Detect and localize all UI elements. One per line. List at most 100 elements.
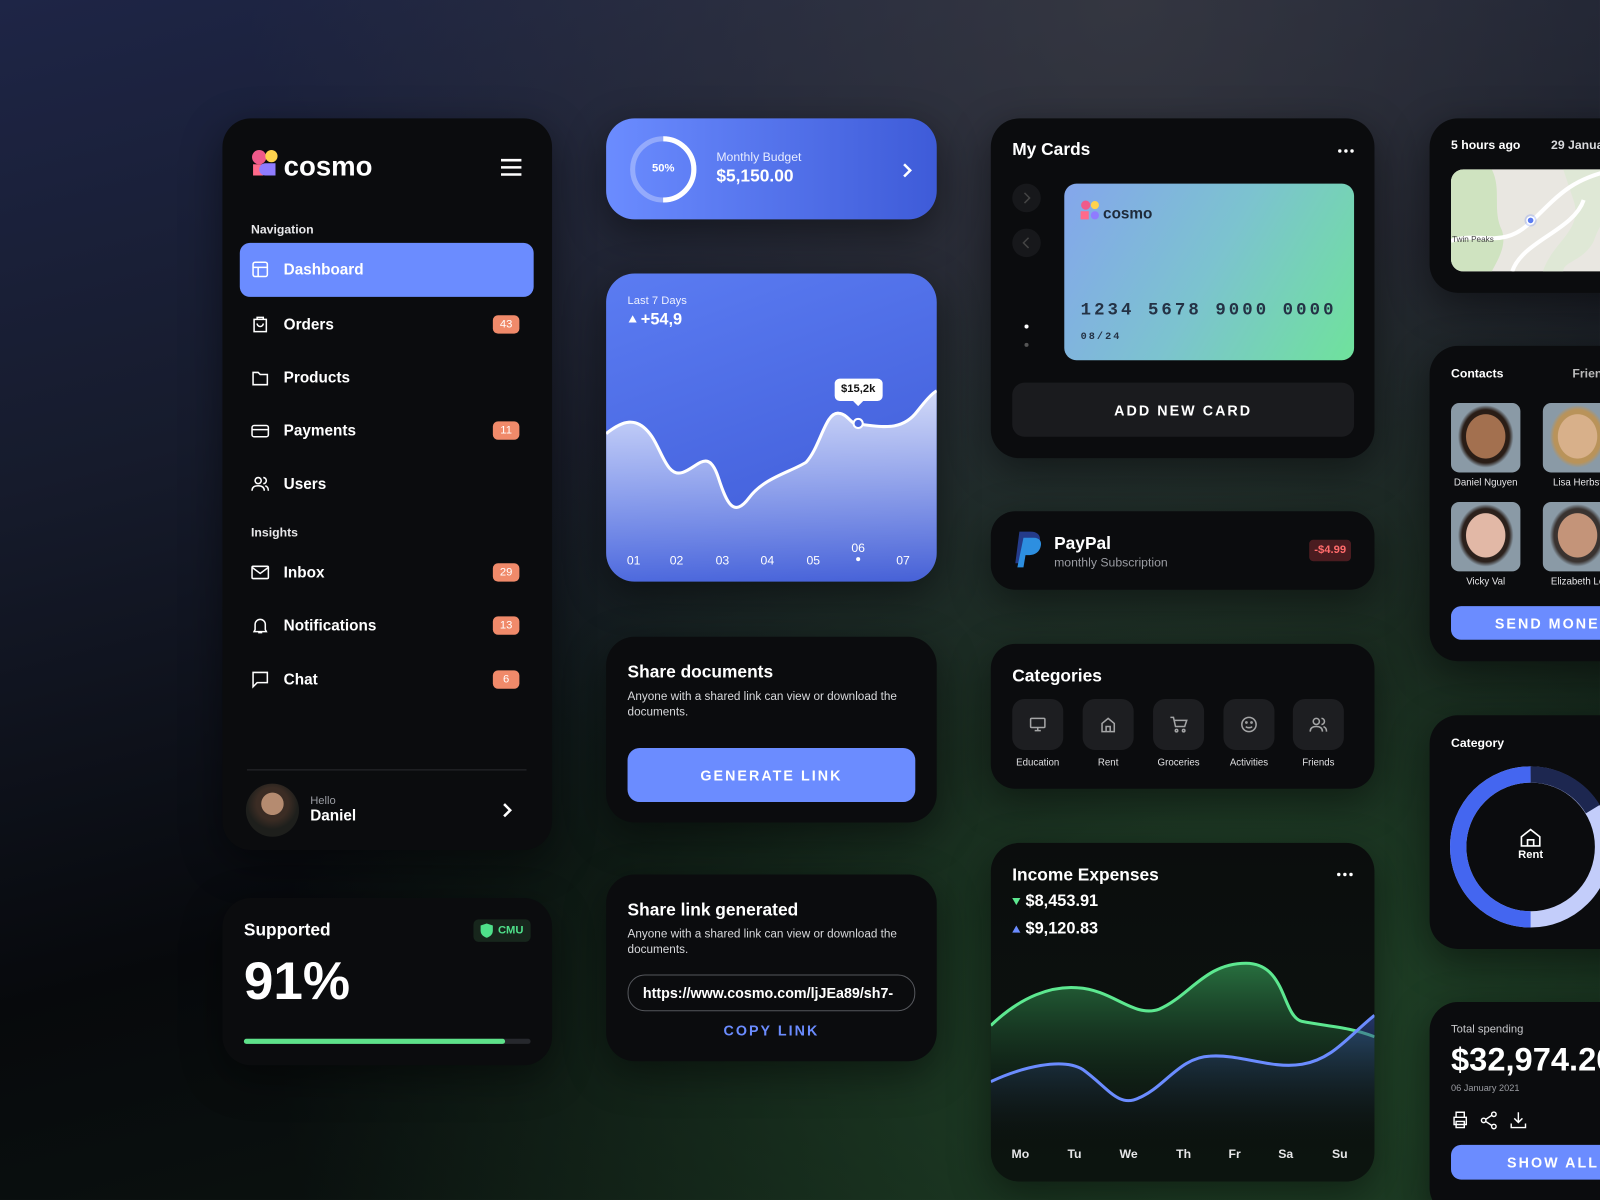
share-link-card: Share link generated Anyone with a share… bbox=[606, 874, 937, 1062]
card-title: Total spending bbox=[1451, 1023, 1524, 1036]
send-money-button[interactable]: SEND MONEY bbox=[1451, 606, 1600, 640]
nav-item[interactable]: Dashboard bbox=[239, 242, 534, 297]
contact-name: Elizabeth Le bbox=[1550, 576, 1600, 588]
ring-label: 50% bbox=[652, 162, 675, 175]
budget-label: Monthly Budget bbox=[716, 149, 802, 165]
activity-card: 5 hours ago 29 Janua Twin Peaks bbox=[1429, 118, 1600, 293]
add-card-button[interactable]: ADD NEW CARD bbox=[1012, 382, 1355, 437]
nav-label: Inbox bbox=[283, 564, 325, 582]
tab[interactable]: Frien bbox=[1572, 366, 1600, 381]
map[interactable]: Twin Peaks bbox=[1451, 169, 1600, 272]
sidebar: cosmo Navigation Insights Hello Daniel D… bbox=[222, 118, 553, 850]
action-icons[interactable] bbox=[1451, 1111, 1533, 1130]
contact-name: Lisa Herbst bbox=[1553, 477, 1600, 489]
nav-badge: 43 bbox=[492, 315, 520, 334]
nav-item[interactable]: Payments 11 bbox=[240, 404, 534, 458]
donut bbox=[1450, 766, 1600, 928]
category-item[interactable] bbox=[1012, 698, 1064, 750]
tooltip: $15,2k bbox=[840, 382, 876, 395]
my-cards-card: My Cards cosmo 1234 5678 9000 0000 08/24… bbox=[990, 118, 1375, 459]
badge: CMU bbox=[473, 919, 531, 942]
copy-link-button[interactable]: COPY LINK bbox=[723, 1022, 820, 1039]
card-title: Categories bbox=[1012, 666, 1102, 686]
nav-icon bbox=[251, 616, 269, 639]
merchant-name: PayPal bbox=[1054, 533, 1111, 554]
card-number: 1234 5678 9000 0000 bbox=[1080, 301, 1337, 321]
credit-card[interactable]: cosmo 1234 5678 9000 0000 08/24 bbox=[1064, 183, 1355, 361]
category-label: Activities bbox=[1229, 757, 1269, 769]
card-title: My Cards bbox=[1012, 139, 1091, 160]
chevron[interactable] bbox=[902, 163, 913, 178]
categories-card: Categories Education Rent Groceries Activit… bbox=[990, 643, 1375, 789]
income-amount: $8,453.91 bbox=[1025, 892, 1099, 911]
menu-icon[interactable] bbox=[501, 158, 522, 176]
generate-link-button[interactable]: GENERATE LINK bbox=[627, 747, 916, 803]
contact-photo[interactable] bbox=[1542, 403, 1600, 473]
nav-item[interactable]: Chat 6 bbox=[240, 653, 534, 707]
nav-label: Users bbox=[283, 475, 327, 493]
url-field[interactable]: https://www.cosmo.com/ljJEa89/sh7- bbox=[627, 974, 916, 1012]
nav-icon bbox=[251, 260, 269, 283]
nav-item[interactable]: Users bbox=[240, 457, 534, 511]
card-nav[interactable] bbox=[1011, 182, 1042, 417]
category-item[interactable] bbox=[1153, 698, 1205, 750]
user-name: Daniel bbox=[310, 807, 357, 825]
more-icon[interactable] bbox=[1338, 149, 1354, 153]
contact-photo[interactable] bbox=[1451, 403, 1521, 473]
nav-badge: 29 bbox=[492, 563, 520, 582]
total-spending-card: Total spending $32,974.20 06 January 202… bbox=[1429, 1002, 1600, 1200]
contacts-card: Contacts Frien SEND MONEY Daniel Nguyen L… bbox=[1429, 345, 1600, 662]
nav-label: Dashboard bbox=[283, 261, 364, 279]
card-title: Category bbox=[1451, 735, 1505, 750]
category-item[interactable] bbox=[1082, 698, 1134, 750]
contact-photo[interactable] bbox=[1451, 502, 1521, 572]
budget-card: 50% Monthly Budget $5,150.00 bbox=[606, 118, 937, 220]
paypal-icon bbox=[1015, 531, 1042, 568]
card-title: Supported bbox=[243, 920, 331, 940]
date: 06 January 2021 bbox=[1451, 1082, 1520, 1093]
nav-icon bbox=[251, 474, 270, 497]
x-label: 06 bbox=[851, 540, 865, 556]
x-label: 07 bbox=[896, 553, 910, 568]
greeting: Hello bbox=[310, 794, 336, 808]
x-label: Fr bbox=[1228, 1146, 1241, 1162]
contact-photo[interactable] bbox=[1542, 502, 1600, 572]
x-label: 05 bbox=[806, 553, 821, 568]
category-icon bbox=[1240, 715, 1258, 738]
url-text: https://www.cosmo.com/ljJEa89/sh7- bbox=[642, 984, 894, 1002]
contact-name: Vicky Val bbox=[1466, 576, 1506, 588]
category-icon bbox=[1309, 715, 1328, 738]
logo-icon bbox=[252, 149, 278, 176]
x-label: Tu bbox=[1067, 1146, 1082, 1162]
card-title: Share documents bbox=[627, 662, 774, 682]
shield-icon bbox=[480, 923, 493, 938]
income-expenses-card: Income Expenses $8,453.91 $9,120.83 Mo Tu… bbox=[990, 842, 1375, 1182]
nav-item[interactable]: Inbox 29 bbox=[240, 546, 534, 600]
category-item[interactable] bbox=[1223, 698, 1275, 750]
progress-track bbox=[243, 1038, 531, 1044]
x-label: We bbox=[1119, 1146, 1138, 1162]
category-item[interactable] bbox=[1292, 698, 1344, 750]
chevron[interactable] bbox=[502, 803, 513, 818]
last-7-days-card: Last 7 Days +54,9 $15,2k 01 02 03 04 05 06 07 bbox=[606, 273, 937, 582]
nav-label: Products bbox=[283, 369, 351, 387]
x-label: 04 bbox=[760, 553, 775, 568]
nav-label: Orders bbox=[283, 316, 334, 334]
card-brand: cosmo bbox=[1103, 205, 1153, 223]
category-label: Rent bbox=[1097, 757, 1119, 769]
nav-label: Notifications bbox=[283, 617, 377, 635]
nav-item[interactable]: Notifications 13 bbox=[240, 599, 534, 653]
nav-badge: 6 bbox=[492, 670, 520, 689]
nav-heading: Navigation bbox=[251, 222, 314, 237]
card-title: Income Expenses bbox=[1012, 865, 1159, 885]
description: Anyone with a shared link can view or do… bbox=[627, 928, 897, 957]
budget-ring bbox=[630, 136, 697, 203]
show-all-button[interactable]: SHOW ALL bbox=[1451, 1144, 1600, 1180]
nav-item[interactable]: Orders 43 bbox=[240, 298, 534, 352]
category-label: Groceries bbox=[1157, 757, 1200, 769]
amount: -$4.99 bbox=[1309, 539, 1352, 561]
nav-badge: 11 bbox=[492, 421, 520, 440]
nav-item[interactable]: Products bbox=[240, 351, 534, 405]
